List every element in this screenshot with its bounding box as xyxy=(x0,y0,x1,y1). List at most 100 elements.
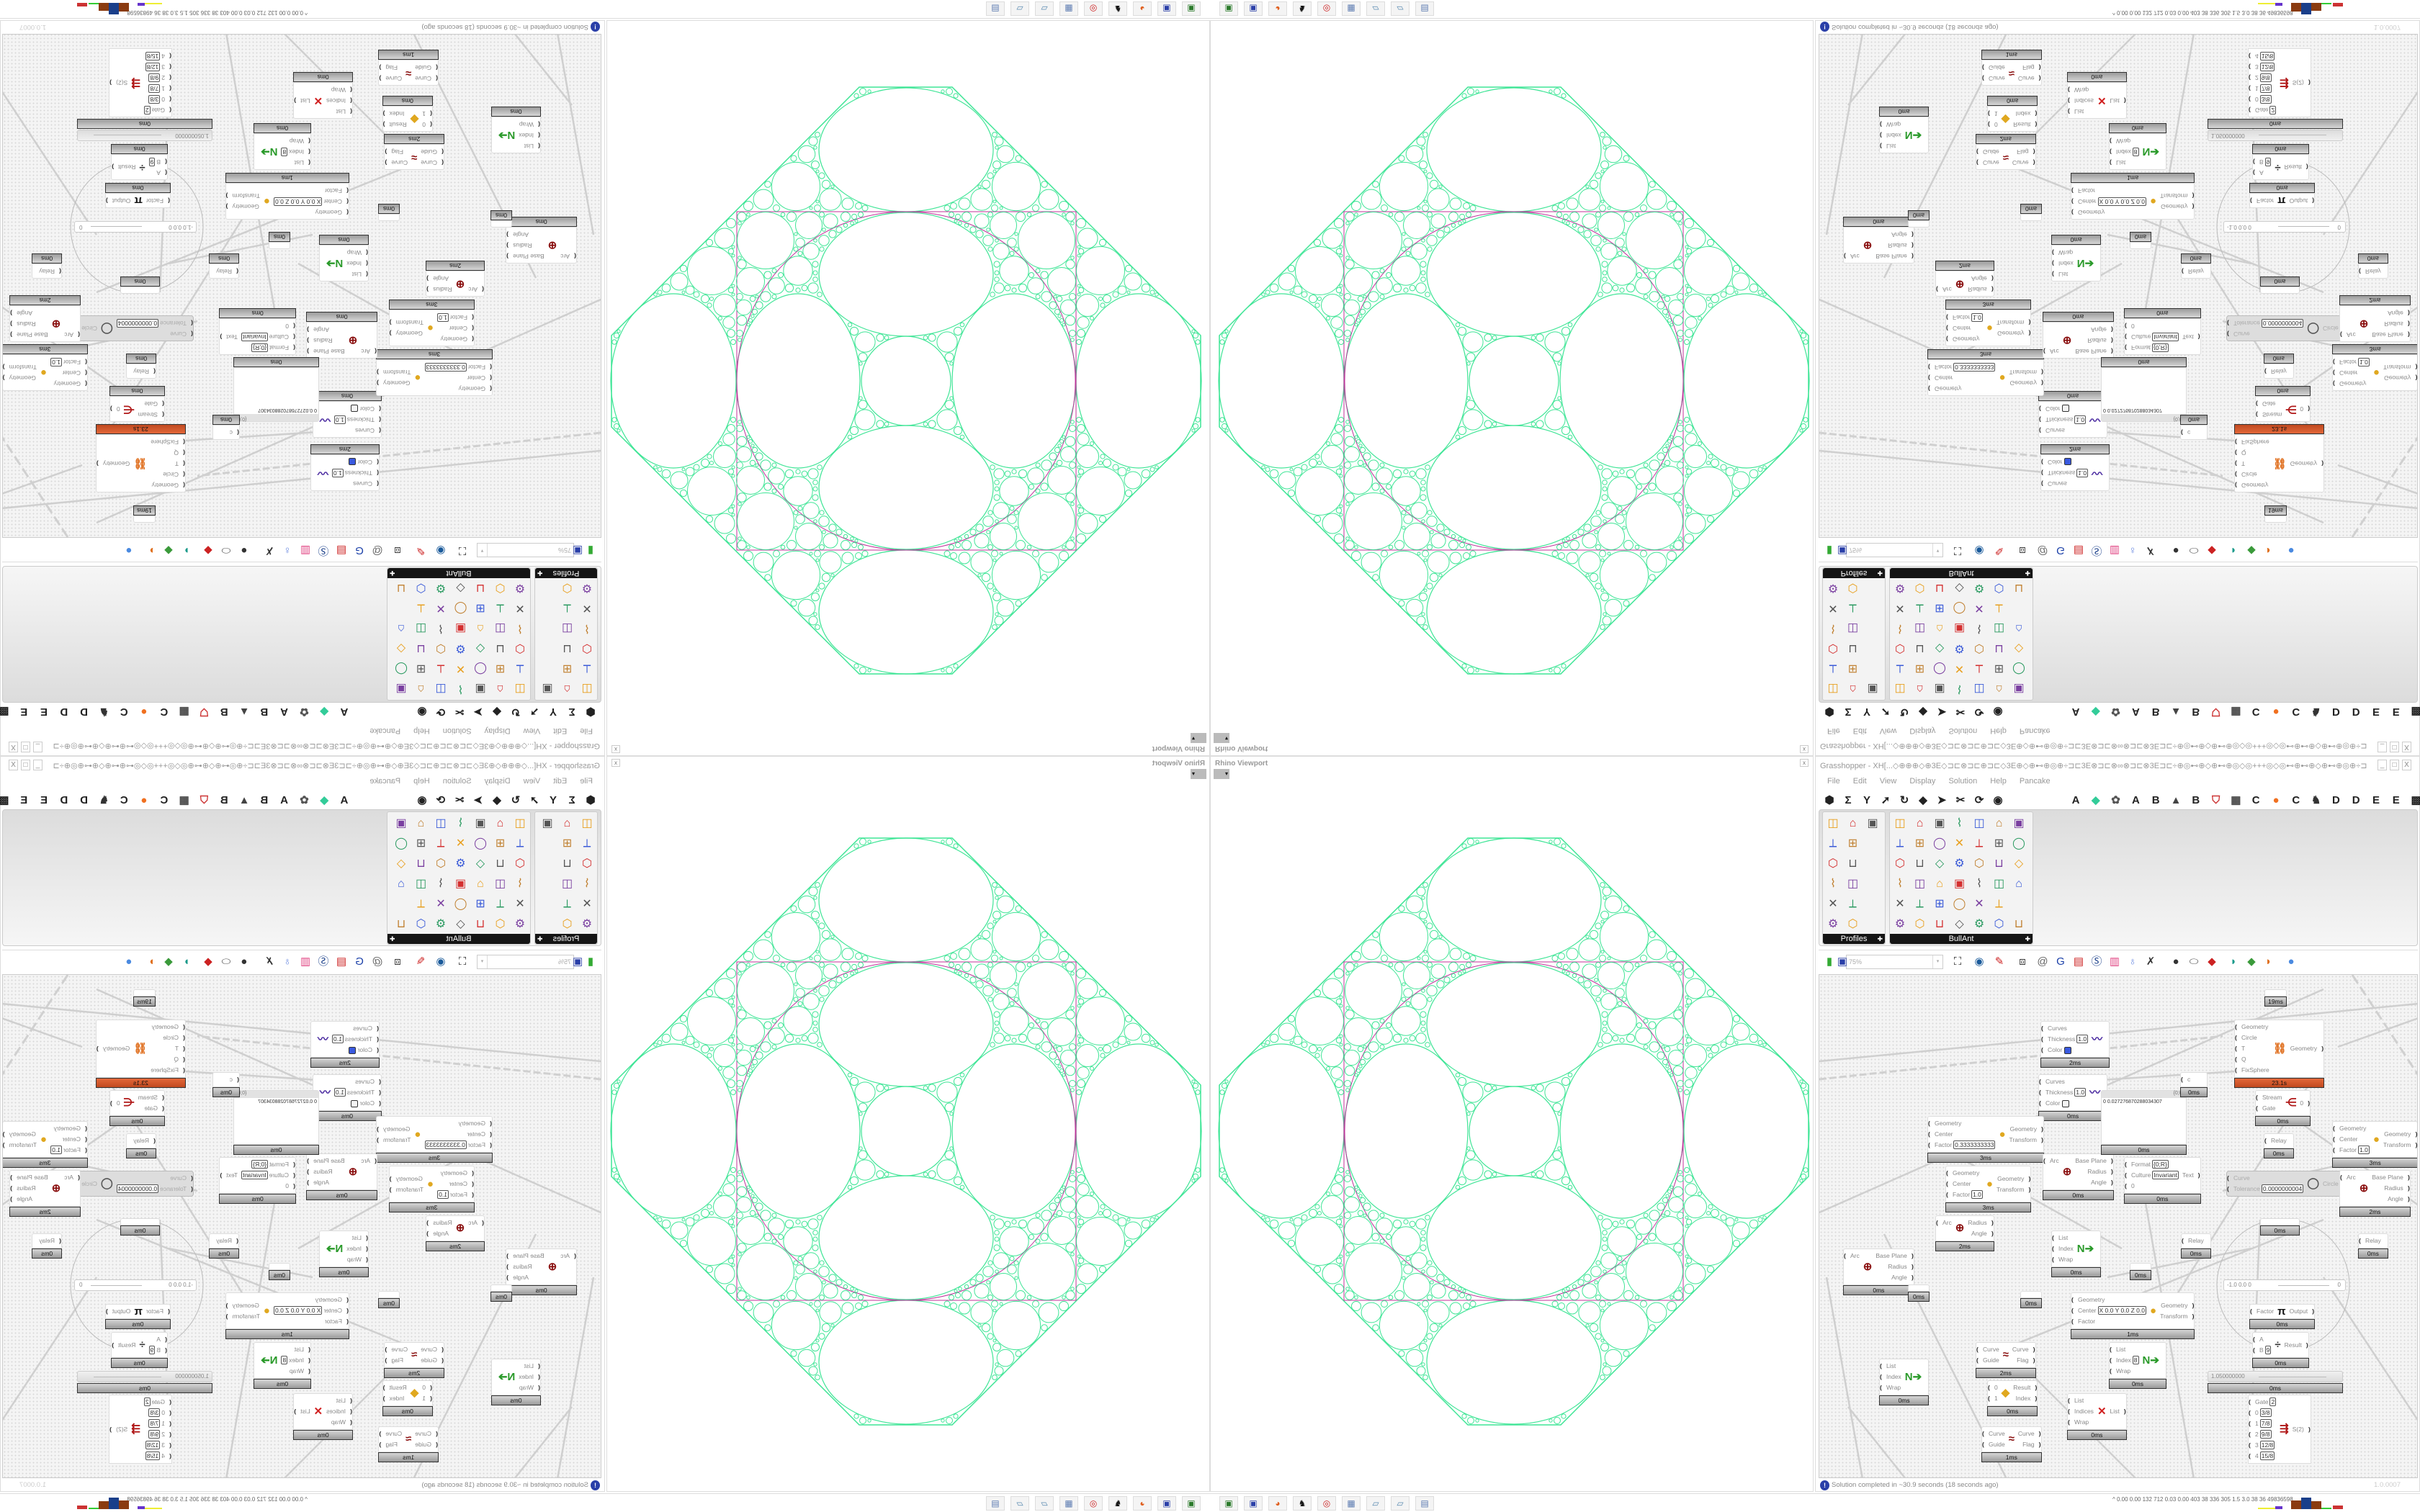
component-icon[interactable]: ◫ xyxy=(1847,622,1859,634)
component-icon[interactable]: ⊔ xyxy=(396,918,406,930)
component-node[interactable]: CurvesThickness1.0Color〰0ms xyxy=(2038,1074,2108,1121)
grid-icon[interactable]: ▦ xyxy=(179,706,189,718)
notes-icon[interactable]: ▱ xyxy=(1010,1496,1029,1511)
document-icon[interactable]: ▤ xyxy=(2073,955,2084,968)
component-node[interactable]: Arc⊕Base PlaneRadiusAngle0ms xyxy=(506,217,577,264)
input-param[interactable]: Stream xyxy=(2256,1092,2282,1103)
terminal-icon[interactable]: ▣ xyxy=(1182,1,1201,16)
output-param[interactable]: Flag xyxy=(2018,62,2035,73)
package-icon[interactable]: ▥ xyxy=(2109,955,2120,968)
info-icon[interactable]: ! xyxy=(1820,1480,1829,1490)
plugin-icon[interactable]: ✿ xyxy=(300,706,309,718)
gha-icon[interactable]: G xyxy=(355,955,364,968)
component-icon[interactable]: ⚙ xyxy=(1973,582,1985,594)
param-value[interactable]: {0;R} xyxy=(2151,343,2169,352)
document-icon[interactable]: ▤ xyxy=(336,544,347,557)
input-param[interactable]: Color xyxy=(332,456,372,467)
component-icon[interactable]: ◇ xyxy=(456,918,465,930)
param-value[interactable]: 12/8 xyxy=(145,63,161,71)
input-param[interactable]: List xyxy=(2068,1395,2094,1406)
firefox-icon[interactable]: ◕ xyxy=(1268,1,1287,16)
input-param[interactable]: Relay xyxy=(2365,266,2381,276)
input-param[interactable]: Tolerance0.0000000004 xyxy=(2227,1184,2304,1194)
input-param[interactable]: Tolerance0.0000000004 xyxy=(116,1184,187,1194)
component-icon[interactable]: ◫ xyxy=(1827,817,1839,829)
output-param[interactable]: Angle xyxy=(2075,324,2107,335)
menu-view[interactable]: View xyxy=(1879,777,1897,786)
input-param[interactable]: Stream xyxy=(2262,409,2282,420)
input-param[interactable]: Gate xyxy=(2256,1103,2282,1114)
component-icon[interactable]: ⬡ xyxy=(582,642,592,654)
input-param[interactable]: Color xyxy=(332,1045,372,1056)
param-value[interactable]: 9 xyxy=(148,158,156,166)
input-param[interactable]: Wrap xyxy=(281,1366,304,1377)
input-param[interactable]: Index8 xyxy=(2110,1355,2139,1366)
component-icon[interactable]: ⚙ xyxy=(581,918,593,930)
vector-tab-icon[interactable]: ➚ xyxy=(529,794,539,806)
component-icon[interactable]: ⊔ xyxy=(396,582,406,594)
input-param[interactable]: 17/8 xyxy=(144,1418,165,1429)
bullant-panel-header[interactable]: BullAnt ✚ xyxy=(1890,934,2033,944)
component-icon[interactable]: ⬡ xyxy=(416,582,426,594)
input-param[interactable]: Wrap xyxy=(519,1382,534,1393)
param-value[interactable]: 2 xyxy=(143,106,151,114)
sets-tab-icon[interactable]: Y xyxy=(1863,706,1870,718)
component-icon[interactable]: ⌇ xyxy=(1897,622,1903,634)
target-icon[interactable]: ◎ xyxy=(1084,1496,1103,1511)
bullant-panel-header[interactable]: BullAnt ✚ xyxy=(1890,568,2033,578)
param-value[interactable]: 1.0 xyxy=(2074,415,2087,424)
minimize-button[interactable]: _ xyxy=(2378,760,2387,770)
input-param[interactable]: 29/8 xyxy=(144,1429,165,1440)
component-icon[interactable]: ⚙ xyxy=(1954,858,1965,870)
input-param[interactable]: Indices xyxy=(326,1406,346,1417)
component-icon[interactable]: ⬡ xyxy=(1994,582,2004,594)
component-icon[interactable]: ▣ xyxy=(542,683,553,695)
input-param[interactable]: 0 xyxy=(2125,1181,2179,1192)
tab-c[interactable]: C xyxy=(120,706,128,718)
input-param[interactable]: Indices xyxy=(2068,1406,2094,1417)
input-param[interactable]: B9 xyxy=(2253,1345,2272,1356)
number-slider[interactable]: 1.050000000 xyxy=(77,130,212,141)
component-node[interactable]: Arc⊕Base PlaneRadiusAngle2ms xyxy=(2339,295,2411,342)
display-tab-icon[interactable]: ◉ xyxy=(1993,706,2003,718)
component-icon[interactable]: ◇ xyxy=(396,858,406,870)
component-icon[interactable]: ◫ xyxy=(581,817,593,829)
tab-c[interactable]: C xyxy=(2251,706,2260,718)
number-slider[interactable]: 1.050000000 xyxy=(2208,1371,2343,1382)
component-icon[interactable]: ◇ xyxy=(1935,858,1945,870)
input-param[interactable]: Index xyxy=(2052,1243,2074,1254)
component-icon[interactable]: ◇ xyxy=(1955,918,1964,930)
input-param[interactable]: Relay xyxy=(39,266,55,276)
component-icon[interactable]: ⌇ xyxy=(584,878,590,890)
param-value[interactable]: X 0.0 Y 0.0 Z 0.0 xyxy=(274,197,323,206)
component-icon[interactable]: ⚙ xyxy=(1954,642,1965,654)
output-param[interactable]: Geometry xyxy=(1996,328,2024,339)
save-icon[interactable]: ▣ xyxy=(572,955,583,968)
color-swatch[interactable] xyxy=(2064,458,2072,466)
component-icon[interactable]: ⌇ xyxy=(1830,622,1836,634)
input-param[interactable]: Curve xyxy=(421,1344,437,1355)
component-icon[interactable]: ▣ xyxy=(454,878,467,890)
email-icon[interactable]: @ xyxy=(372,544,383,557)
tab-e[interactable]: E xyxy=(2392,706,2400,718)
tab-e[interactable]: E xyxy=(2372,794,2380,806)
component-node[interactable]: FactorπOutput0ms xyxy=(2249,1304,2316,1329)
save-icon[interactable]: ▣ xyxy=(572,544,583,557)
input-param[interactable]: List xyxy=(1886,140,1901,151)
output-param[interactable]: Geometry xyxy=(396,328,424,339)
tab-c[interactable]: C xyxy=(2292,794,2300,806)
component-node[interactable]: GeometryCircleTQFixSphere⛓Geometry23.1s xyxy=(95,424,186,492)
input-param[interactable]: List xyxy=(2110,1344,2139,1355)
panel-node[interactable]: {0;0} 0 0.027276870288034307 0ms xyxy=(2101,357,2187,422)
tab-d[interactable]: D xyxy=(80,706,89,718)
output-param[interactable]: Flag xyxy=(2012,146,2029,157)
sphere-icon[interactable]: ◑ xyxy=(149,955,156,968)
component-icon[interactable]: ▣ xyxy=(2013,817,2025,829)
red-box-icon[interactable]: ◆ xyxy=(204,955,212,968)
bulb-icon[interactable]: ♁ xyxy=(2128,544,2137,557)
component-icon[interactable]: ⊔ xyxy=(2014,918,2024,930)
param-value[interactable]: 1.0 xyxy=(2076,1035,2089,1043)
pin-icon[interactable]: ✚ xyxy=(537,935,543,942)
component-node[interactable]: AB9÷Result0ms xyxy=(111,144,168,180)
